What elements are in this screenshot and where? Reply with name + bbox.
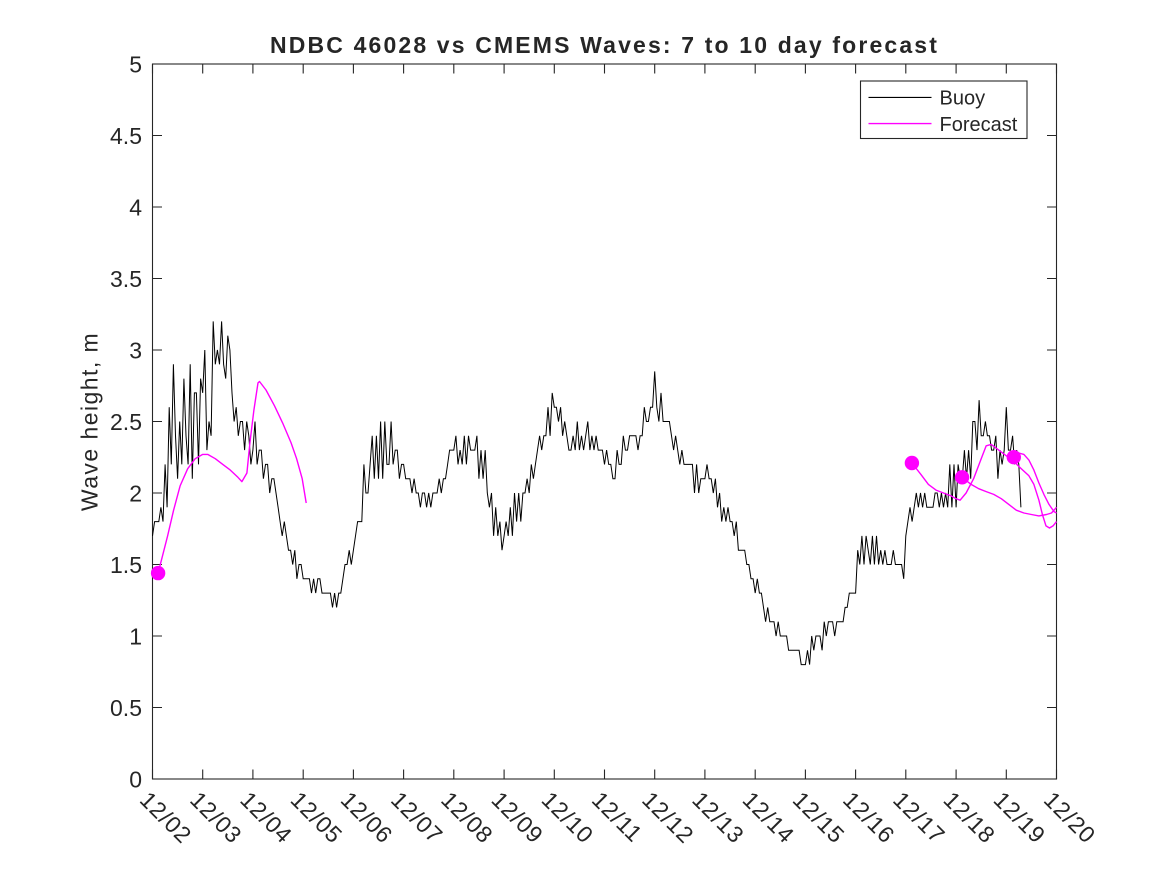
- svg-text:1.5: 1.5: [110, 552, 142, 578]
- svg-text:Forecast: Forecast: [940, 114, 1018, 136]
- svg-text:3: 3: [129, 338, 142, 364]
- svg-text:3.5: 3.5: [110, 266, 142, 292]
- svg-text:4: 4: [129, 195, 142, 221]
- svg-text:2: 2: [129, 481, 142, 507]
- svg-text:5: 5: [129, 52, 142, 78]
- svg-text:2.5: 2.5: [110, 409, 142, 435]
- svg-text:NDBC 46028 vs CMEMS Waves: 7 t: NDBC 46028 vs CMEMS Waves: 7 to 10 day f…: [270, 32, 939, 58]
- svg-text:Buoy: Buoy: [940, 88, 986, 110]
- svg-text:1: 1: [129, 624, 142, 650]
- svg-text:Wave height, m: Wave height, m: [77, 332, 103, 511]
- svg-text:4.5: 4.5: [110, 123, 142, 149]
- svg-text:0: 0: [129, 767, 142, 793]
- svg-text:0.5: 0.5: [110, 695, 142, 721]
